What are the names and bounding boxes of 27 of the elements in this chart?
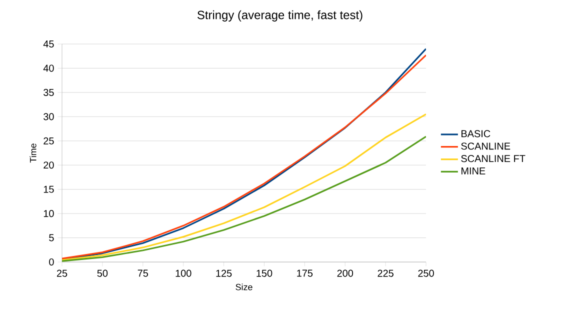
chart-title: Stringy (average time, fast test)	[198, 10, 362, 22]
y-tick-label: 5	[49, 234, 54, 242]
x-tick-label: 125	[216, 270, 232, 277]
x-tick-label: 175	[297, 270, 313, 277]
x-tick-label: 150	[256, 270, 272, 277]
x-tick-label: 225	[378, 270, 394, 277]
x-tick-label: 200	[337, 270, 354, 277]
legend-label: MINE	[462, 167, 486, 174]
x-tick-label: 75	[138, 270, 148, 277]
x-tick-label: 25	[56, 270, 68, 277]
y-tick-label: 35	[44, 88, 54, 96]
y-tick-label: 45	[43, 40, 54, 48]
y-tick-label: 20	[44, 162, 54, 169]
y-tick-label: 10	[44, 210, 54, 218]
y-axis-title: Time	[30, 144, 36, 163]
y-tick-label: 25	[44, 137, 54, 144]
x-tick-label: 50	[97, 270, 108, 277]
legend-label: SCANLINE	[461, 142, 510, 150]
legend-label: BASIC	[462, 130, 490, 138]
legend-label: SCANLINE FT	[461, 155, 526, 162]
y-tick-label: 40	[43, 64, 54, 72]
y-tick-label: 0	[49, 258, 54, 266]
x-tick-label: 250	[418, 270, 434, 277]
x-tick-label: 100	[176, 270, 192, 277]
y-tick-label: 30	[44, 113, 54, 120]
y-tick-label: 15	[44, 186, 54, 193]
x-axis-title: Size	[236, 284, 252, 290]
